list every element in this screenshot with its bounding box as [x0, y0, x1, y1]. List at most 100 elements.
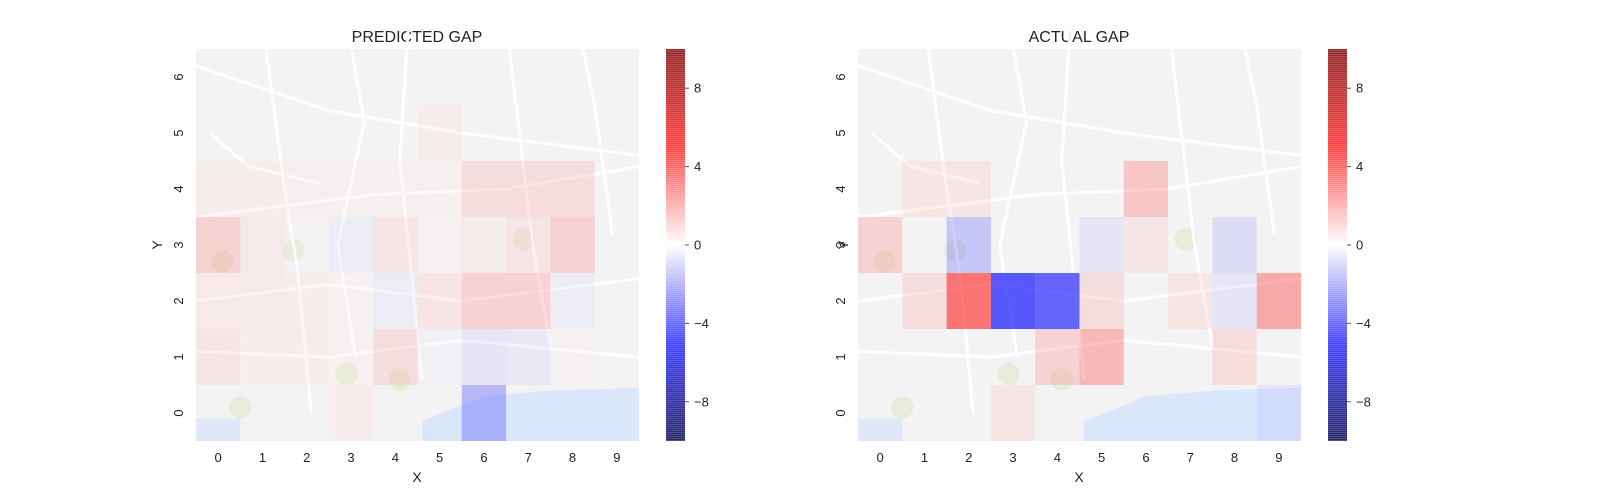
- heatmap-cell: [1035, 273, 1080, 329]
- heatmap-cell: [373, 273, 418, 329]
- y-tick-label: 2: [171, 297, 186, 304]
- heatmap-cell: [373, 329, 418, 385]
- heatmap-cell: [373, 161, 418, 217]
- chart-title: PREDICTED GAP: [352, 29, 483, 46]
- map-road: [260, 20, 313, 414]
- heatmap-cell: [1256, 385, 1301, 441]
- map-road: [208, 131, 321, 185]
- colorbar-stripes: [666, 49, 685, 441]
- heatmap-cell: [1123, 217, 1169, 273]
- map-road: [1166, 20, 1214, 347]
- x-tick-labels: 0 1 2 3 4 5 6 7 8 9: [877, 450, 1283, 465]
- y-axis-label: Y: [835, 240, 851, 250]
- x-tick-label: 1: [921, 450, 928, 465]
- heatmap-cell: [284, 329, 329, 385]
- heatmap-cell: [990, 385, 1036, 441]
- x-tick-label: 9: [1275, 450, 1282, 465]
- heatmap-cell: [1079, 329, 1124, 385]
- heatmap-cell: [196, 217, 241, 273]
- heatmap-cell: [946, 161, 991, 217]
- y-tick-label: 5: [833, 129, 848, 136]
- colorbar-tick-label: −8: [1356, 394, 1371, 409]
- chart-title: ACTUAL GAP: [1029, 29, 1130, 46]
- heatmap-cell: [284, 161, 329, 217]
- map-background: [195, 20, 640, 441]
- map-land: [858, 49, 1301, 441]
- heatmap-cell: [328, 385, 374, 441]
- x-tick-label: 2: [303, 450, 310, 465]
- heatmap-cell: [417, 273, 462, 329]
- heatmap-cell: [1212, 273, 1257, 329]
- map-road: [870, 131, 983, 185]
- x-tick-label: 2: [965, 450, 972, 465]
- heatmap-cell: [1079, 217, 1124, 273]
- x-tick-label: 0: [877, 450, 884, 465]
- colorbar: 8 4 0 −4 −8: [666, 49, 709, 441]
- heatmap-cell: [196, 161, 241, 217]
- y-tick-label: 4: [833, 185, 848, 192]
- heatmap-cell: [990, 273, 1036, 329]
- heatmap-cell: [196, 273, 241, 329]
- heatmap-cell: [461, 273, 507, 329]
- heatmap-cell: [1256, 273, 1301, 329]
- heatmap-cell: [902, 161, 947, 217]
- map-road: [195, 277, 640, 303]
- heatmap-cell: [240, 329, 285, 385]
- y-tick-label: 4: [171, 185, 186, 192]
- heatmap-cell: [240, 273, 285, 329]
- map-park: [873, 250, 896, 273]
- y-tick-label: 6: [833, 73, 848, 80]
- heatmap-cell: [506, 217, 551, 273]
- heatmap-cell: [328, 273, 374, 329]
- x-tick-label: 8: [1231, 450, 1238, 465]
- heatmap-cell: [417, 217, 462, 273]
- map-land: [196, 49, 639, 441]
- heatmap-cell: [328, 217, 374, 273]
- heatmap-cell: [461, 329, 507, 385]
- heatmap-cell: [284, 217, 329, 273]
- map-river: [858, 418, 903, 441]
- y-tick-label: 0: [171, 409, 186, 416]
- map-road: [857, 165, 1302, 219]
- map-park: [229, 396, 252, 419]
- colorbar-tick-label: 8: [1356, 81, 1363, 96]
- heatmap-cell: [550, 273, 595, 329]
- heatmap-cell: [1168, 273, 1213, 329]
- heatmap-cell: [417, 161, 462, 217]
- heatmap-cell: [240, 161, 285, 217]
- heatmap-cell: [506, 161, 551, 217]
- heatmap-cell: [284, 273, 329, 329]
- colorbar-tick-label: 0: [694, 238, 701, 253]
- heatmap-cell: [461, 161, 507, 217]
- map-park: [1050, 368, 1073, 391]
- map-road: [195, 64, 640, 157]
- map-road: [1060, 20, 1086, 380]
- y-tick-label: 6: [171, 73, 186, 80]
- heatmap-cell: [373, 217, 418, 273]
- x-axis-label: X: [1074, 469, 1084, 485]
- heatmap-cell: [1212, 329, 1257, 385]
- heatmap-cell: [858, 217, 903, 273]
- map-road: [923, 20, 975, 414]
- heatmap-cells: [196, 105, 595, 441]
- map-river: [1083, 387, 1301, 441]
- heatmap-cell: [417, 329, 462, 385]
- heatmap-cell: [550, 329, 595, 385]
- y-tick-label: 1: [833, 353, 848, 360]
- heatmap-cell: [240, 217, 285, 273]
- map-park: [891, 396, 914, 419]
- y-tick-label: 0: [833, 409, 848, 416]
- heatmap-cell: [1212, 217, 1257, 273]
- heatmap-cell: [328, 161, 374, 217]
- map-road: [1237, 20, 1276, 235]
- colorbar-tick-label: −4: [1356, 316, 1371, 331]
- map-park: [388, 368, 411, 391]
- map-park: [512, 228, 535, 251]
- y-tick-label: 1: [171, 353, 186, 360]
- x-tick-label: 8: [569, 450, 576, 465]
- x-tick-label: 1: [259, 450, 266, 465]
- heatmap-cell: [1079, 273, 1124, 329]
- heatmap-cell: [550, 161, 595, 217]
